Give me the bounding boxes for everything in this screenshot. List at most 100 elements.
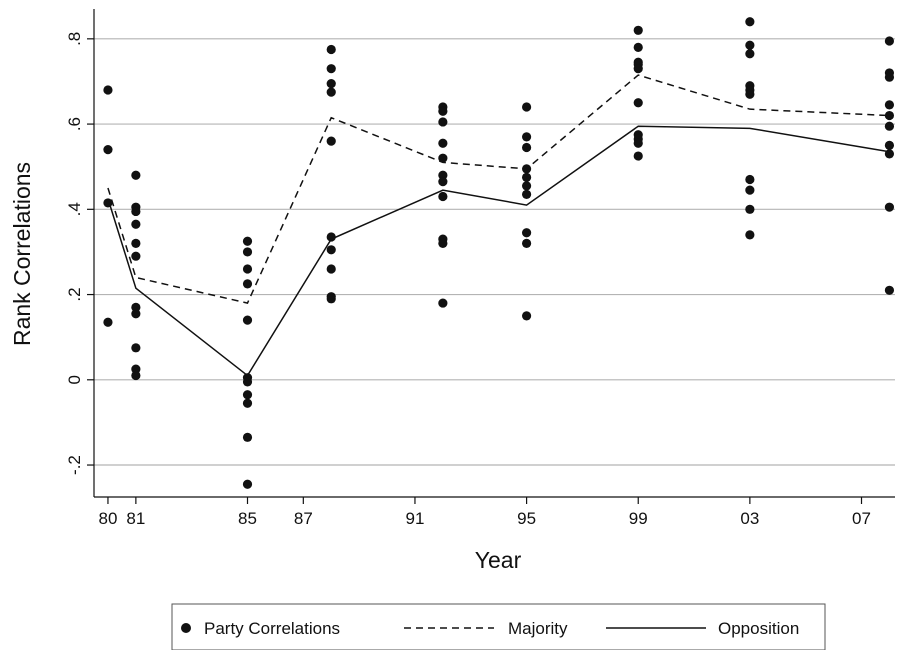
party-correlation-point <box>131 343 141 353</box>
legend-box <box>171 603 826 650</box>
party-correlation-point <box>131 309 141 319</box>
party-correlation-point <box>438 138 448 148</box>
party-correlation-point <box>633 25 643 35</box>
party-correlation-point <box>242 236 253 246</box>
y-tick-label: .2 <box>65 287 84 301</box>
party-correlation-point <box>326 44 336 55</box>
party-correlation-point <box>745 40 755 50</box>
party-correlation-point <box>131 370 141 381</box>
party-correlation-point <box>521 238 532 249</box>
party-correlation-point <box>884 285 895 295</box>
y-tick-label: -.2 <box>65 455 84 475</box>
x-axis-title: Year <box>475 547 522 573</box>
x-tick-label: 87 <box>294 509 313 528</box>
party-correlation-point <box>242 377 253 387</box>
x-axis-ticks: 80 81 85 87 91 95 99 03 07 <box>98 497 871 528</box>
legend: Party Correlations Majority Opposition <box>171 603 826 650</box>
party-correlation-point <box>438 106 448 116</box>
party-correlation-point <box>521 142 532 153</box>
x-tick-label: 03 <box>740 509 759 528</box>
party-correlation-point <box>438 298 448 308</box>
party-correlation-point <box>521 228 532 238</box>
party-correlation-point <box>438 117 448 127</box>
party-correlation-point <box>438 153 448 163</box>
party-correlation-point <box>884 72 895 82</box>
party-correlation-point <box>438 177 448 187</box>
party-correlation-point <box>131 206 141 217</box>
party-correlation-point <box>131 251 141 261</box>
party-correlation-point <box>242 398 253 408</box>
party-correlation-point <box>103 198 113 208</box>
legend-label-majority: Majority <box>508 619 568 638</box>
party-correlation-point <box>521 311 532 321</box>
party-correlation-point <box>103 145 113 155</box>
party-correlation-point <box>242 315 253 325</box>
x-tick-label: 85 <box>238 509 257 528</box>
party-correlation-point <box>521 172 532 182</box>
party-correlation-point <box>242 264 253 274</box>
legend-label-opposition: Opposition <box>718 619 799 638</box>
series-line-majority <box>107 74 890 304</box>
party-correlation-point <box>242 432 253 442</box>
party-correlation-point <box>745 17 755 27</box>
party-correlation-point <box>131 170 141 180</box>
party-correlation-point <box>745 230 755 240</box>
party-correlation-point <box>884 149 895 159</box>
legend-label-party-correlations: Party Correlations <box>204 619 340 638</box>
axes <box>93 9 895 498</box>
party-correlation-point <box>633 138 643 148</box>
party-correlation-point <box>242 479 253 489</box>
y-axis-ticks: -.2 0 .2 .4 .6 .8 <box>65 32 94 475</box>
party-correlation-point <box>326 78 336 89</box>
party-correlation-point <box>745 204 755 214</box>
party-correlation-point <box>326 64 336 74</box>
party-correlation-point <box>521 132 532 142</box>
party-correlation-point <box>633 151 643 161</box>
x-tick-label: 07 <box>852 509 871 528</box>
party-correlation-point <box>884 140 895 150</box>
series-lines <box>107 74 890 377</box>
x-tick-label: 91 <box>405 509 424 528</box>
party-correlation-point <box>326 136 336 146</box>
party-correlation-point <box>884 100 895 110</box>
gridlines <box>94 38 895 466</box>
party-correlation-point <box>745 89 755 99</box>
party-correlation-point <box>131 219 141 229</box>
legend-marker-party-correlations <box>181 623 191 633</box>
party-correlation-point <box>131 238 141 249</box>
party-correlation-point <box>326 294 336 304</box>
party-correlation-point <box>745 174 755 185</box>
party-correlation-point <box>103 317 113 327</box>
y-tick-label: .6 <box>65 117 84 131</box>
party-correlation-point <box>633 42 643 52</box>
party-correlation-point <box>745 49 755 59</box>
party-correlation-point <box>521 164 532 174</box>
series-line-opposition <box>107 125 890 377</box>
party-correlation-point <box>884 36 895 46</box>
party-correlation-points <box>103 17 895 489</box>
party-correlation-point <box>884 121 895 131</box>
y-tick-label: .4 <box>65 202 84 216</box>
party-correlation-point <box>242 279 253 289</box>
y-tick-label: 0 <box>65 375 84 384</box>
x-tick-label: 81 <box>126 509 145 528</box>
party-correlation-point <box>438 170 448 180</box>
party-correlation-point <box>884 110 895 121</box>
party-correlation-point <box>438 238 448 249</box>
party-correlation-point <box>131 302 141 312</box>
party-correlation-point <box>242 247 253 257</box>
y-axis-title: Rank Correlations <box>9 162 35 346</box>
party-correlation-point <box>326 264 336 274</box>
party-correlation-point <box>326 245 336 255</box>
party-correlation-point <box>326 232 336 242</box>
party-correlation-point <box>521 189 532 199</box>
party-correlation-point <box>103 85 113 95</box>
party-correlation-point <box>438 191 448 202</box>
y-tick-label: .8 <box>65 32 84 46</box>
x-tick-label: 99 <box>629 509 648 528</box>
party-correlation-point <box>633 98 643 108</box>
party-correlation-point <box>326 87 336 97</box>
x-tick-label: 95 <box>517 509 536 528</box>
party-correlation-point <box>242 390 253 400</box>
